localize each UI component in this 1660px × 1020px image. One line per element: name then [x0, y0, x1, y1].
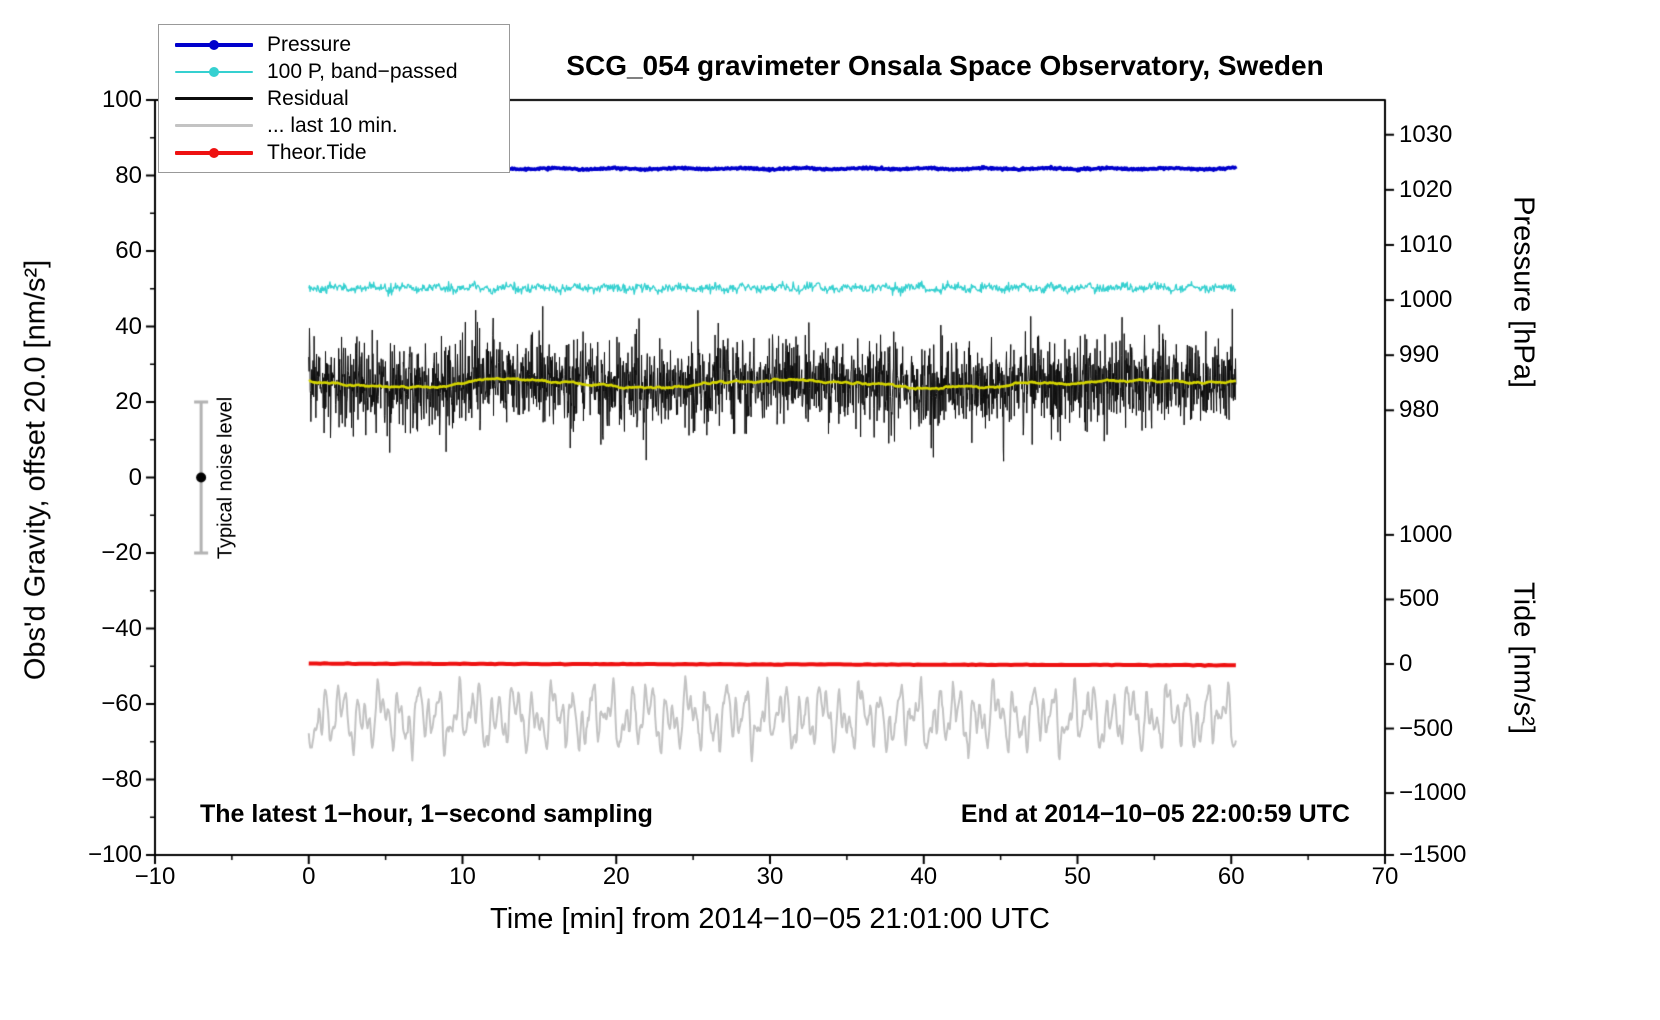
- sampling-annotation: The latest 1−hour, 1−second sampling: [200, 800, 653, 828]
- x-tick-label: 40: [910, 863, 938, 890]
- tide-tick-label: −500: [1399, 714, 1454, 742]
- legend-entry-label: ... last 10 min.: [267, 113, 398, 137]
- legend-entry: 100 P, band−passed: [175, 58, 509, 85]
- tide-tick-label: −1500: [1399, 841, 1467, 868]
- legend-line-sample: [175, 147, 253, 158]
- legend-entry-label: Pressure: [267, 32, 352, 56]
- legend-entry: Pressure: [175, 31, 509, 58]
- gravity-tick-label: 40: [115, 312, 142, 340]
- gravity-tick-label: 100: [101, 86, 142, 113]
- gravity-tick-label: −80: [101, 765, 142, 793]
- tide-tick-label: 500: [1399, 585, 1440, 613]
- pressure-tick-label: 1030: [1399, 120, 1453, 148]
- x-tick-label: 70: [1371, 863, 1399, 890]
- legend-entry: Residual: [175, 85, 509, 112]
- legend-marker-dot: [209, 39, 219, 50]
- y-axis-label-pressure: Pressure [hPa]: [1507, 196, 1540, 388]
- legend-line-sample: [175, 97, 253, 100]
- legend-marker-dot: [209, 147, 219, 158]
- x-tick-label: 20: [602, 863, 630, 890]
- y-axis-label-gravity: Obs'd Gravity, offset 20.0 [nm/s²]: [19, 259, 52, 681]
- x-tick-label: 30: [756, 863, 784, 890]
- legend-entry-label: 100 P, band−passed: [267, 59, 458, 83]
- y-axis-label-tide: Tide [nm/s²]: [1507, 581, 1540, 735]
- x-tick-label: −10: [134, 863, 176, 890]
- gravity-tick-label: 80: [115, 161, 142, 189]
- x-tick-label: 50: [1064, 863, 1091, 890]
- legend: Pressure 100 P, band−passed Residual ... la…: [158, 24, 510, 173]
- pressure-tick-label: 1020: [1399, 175, 1453, 203]
- x-axis-label: Time [min] from 2014−10−05 21:01:00 UTC: [490, 903, 1050, 935]
- pressure-tick-label: 990: [1399, 341, 1440, 369]
- x-tick-label: 10: [449, 863, 476, 890]
- gravity-tick-label: 20: [115, 388, 142, 415]
- gravity-tick-label: −60: [101, 690, 142, 717]
- gravity-tick-label: −100: [87, 841, 142, 868]
- legend-entry-label: Theor.Tide: [267, 140, 367, 164]
- x-tick-label: 0: [302, 863, 316, 890]
- legend-entry: Theor.Tide: [175, 139, 509, 166]
- noise-level-label: Typical noise level: [214, 396, 237, 560]
- x-tick-label: 60: [1217, 863, 1245, 890]
- legend-marker-dot: [209, 66, 219, 77]
- legend-entry: ... last 10 min.: [175, 112, 509, 139]
- chart-title: SCG_054 gravimeter Onsala Space Observat…: [566, 50, 1324, 81]
- pressure-tick-label: 980: [1399, 396, 1440, 424]
- tide-tick-label: 1000: [1399, 520, 1453, 548]
- tide-tick-label: 0: [1399, 649, 1413, 677]
- gravity-tick-label: 0: [128, 463, 142, 491]
- end-time-annotation: End at 2014−10−05 22:00:59 UTC: [960, 800, 1350, 828]
- gravity-tick-label: −20: [101, 539, 142, 566]
- tide-tick-label: −1000: [1399, 779, 1467, 807]
- legend-line-sample: [175, 39, 253, 50]
- legend-entry-label: Residual: [267, 86, 349, 110]
- legend-line-sample: [175, 124, 253, 127]
- gravity-tick-label: 60: [115, 237, 142, 264]
- gravity-tick-label: −40: [101, 614, 142, 642]
- pressure-tick-label: 1010: [1399, 230, 1453, 258]
- legend-line-sample: [175, 66, 253, 77]
- pressure-tick-label: 1000: [1399, 286, 1453, 314]
